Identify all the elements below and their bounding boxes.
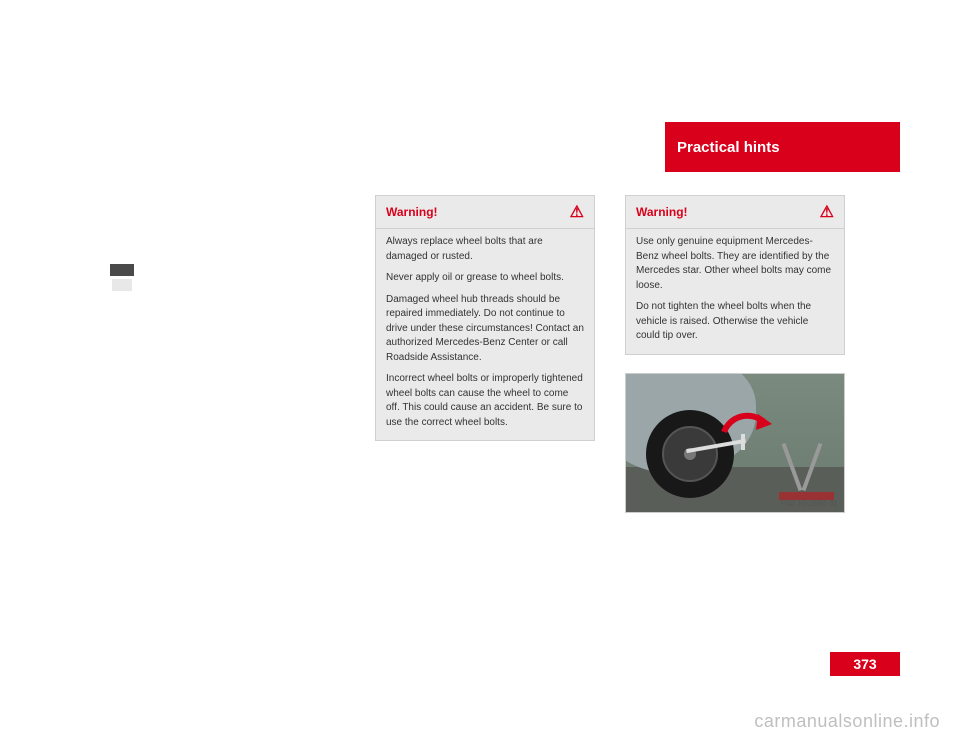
column-1: Warning! ⚠ Always replace wheel bolts th… [375,195,595,459]
warning-box: Warning! ⚠ Always replace wheel bolts th… [375,195,595,441]
column-2: Warning! ⚠ Use only genuine equipment Me… [625,195,845,513]
page-number-text: 373 [853,656,876,672]
warning-title: Warning! [386,205,438,219]
warning-header: Warning! ⚠ [626,196,844,228]
warning-box: Warning! ⚠ Use only genuine equipment Me… [625,195,845,355]
warning-paragraph: Never apply oil or grease to wheel bolts… [386,271,584,286]
warning-body: Always replace wheel bolts that are dama… [376,228,594,440]
warning-icon: ⚠ [570,202,584,222]
warning-paragraph: Damaged wheel hub threads should be repa… [386,293,584,366]
side-tabs [112,264,134,294]
page-number: 373 [830,652,900,676]
manual-page: Practical hints Warning! ⚠ Always replac… [0,0,960,742]
warning-icon: ⚠ [820,202,834,222]
warning-paragraph: Do not tighten the wheel bolts when the … [636,300,834,344]
figure-label: P40.10-2694-31 [781,499,838,508]
tab-marker [110,264,134,276]
watermark-text: carmanualsonline.info [754,711,940,732]
warning-title: Warning! [636,205,688,219]
warning-header: Warning! ⚠ [376,196,594,228]
section-title: Practical hints [677,139,780,156]
warning-paragraph: Incorrect wheel bolts or improperly tigh… [386,372,584,430]
wheel-change-figure: P40.10-2694-31 [625,373,845,513]
tab-marker [112,279,132,291]
section-header: Practical hints [665,122,900,172]
rotation-arrow-icon [714,392,774,452]
warning-paragraph: Always replace wheel bolts that are dama… [386,235,584,264]
warning-paragraph: Use only genuine equipment Mercedes-Benz… [636,235,834,293]
warning-body: Use only genuine equipment Mercedes-Benz… [626,228,844,354]
